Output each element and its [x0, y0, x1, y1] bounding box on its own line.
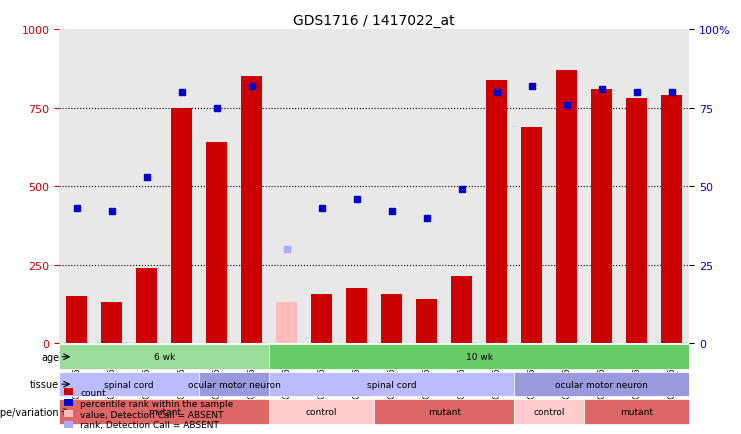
- Bar: [206, 143, 227, 343]
- Bar: [591, 90, 612, 343]
- FancyBboxPatch shape: [269, 345, 689, 369]
- Bar: [661, 96, 682, 343]
- FancyBboxPatch shape: [59, 372, 199, 397]
- Bar: [171, 108, 192, 343]
- FancyBboxPatch shape: [59, 345, 269, 369]
- Text: mutant: mutant: [428, 407, 461, 416]
- FancyBboxPatch shape: [374, 399, 514, 424]
- FancyBboxPatch shape: [199, 372, 269, 397]
- Text: ocular motor neuron: ocular motor neuron: [555, 380, 648, 389]
- Text: 10 wk: 10 wk: [465, 352, 493, 362]
- FancyBboxPatch shape: [514, 372, 689, 397]
- Text: tissue: tissue: [30, 379, 59, 389]
- Text: ocular motor neuron: ocular motor neuron: [187, 380, 281, 389]
- Bar: [626, 99, 647, 343]
- Bar: [346, 289, 368, 343]
- Bar: [102, 302, 122, 343]
- Bar: [451, 276, 472, 343]
- Text: spinal cord: spinal cord: [367, 380, 416, 389]
- Legend: count, percentile rank within the sample, value, Detection Call = ABSENT, rank, : count, percentile rank within the sample…: [64, 388, 233, 430]
- Bar: [486, 80, 507, 343]
- FancyBboxPatch shape: [514, 399, 584, 424]
- Bar: [556, 71, 577, 343]
- Text: spinal cord: spinal cord: [104, 380, 154, 389]
- Text: mutant: mutant: [147, 407, 181, 416]
- Bar: [136, 268, 157, 343]
- Text: 6 wk: 6 wk: [153, 352, 175, 362]
- Bar: [66, 296, 87, 343]
- Title: GDS1716 / 1417022_at: GDS1716 / 1417022_at: [293, 14, 455, 28]
- Bar: [311, 295, 332, 343]
- FancyBboxPatch shape: [269, 372, 514, 397]
- Text: control: control: [306, 407, 337, 416]
- Bar: [416, 299, 437, 343]
- Bar: [381, 295, 402, 343]
- Text: age: age: [41, 352, 59, 362]
- Bar: [242, 77, 262, 343]
- Text: genotype/variation: genotype/variation: [0, 407, 59, 417]
- Text: mutant: mutant: [620, 407, 653, 416]
- Text: control: control: [534, 407, 565, 416]
- Bar: [521, 127, 542, 343]
- Bar: [276, 302, 297, 343]
- FancyBboxPatch shape: [269, 399, 374, 424]
- FancyBboxPatch shape: [584, 399, 689, 424]
- FancyBboxPatch shape: [59, 399, 269, 424]
